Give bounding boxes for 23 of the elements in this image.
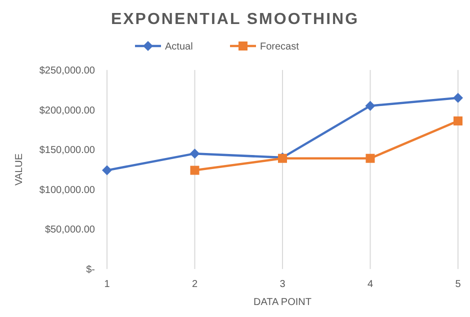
y-tick-label: $150,000.00 bbox=[39, 145, 96, 156]
point bbox=[365, 100, 376, 111]
x-tick-label: 5 bbox=[455, 279, 462, 290]
point bbox=[190, 166, 200, 175]
x-tick-label: 3 bbox=[280, 279, 286, 290]
y-tick-label: $50,000.00 bbox=[44, 224, 96, 236]
chart-title: EXPONENTIAL SMOOTHING bbox=[110, 11, 360, 28]
x-tick-label: 4 bbox=[367, 279, 374, 290]
point bbox=[102, 165, 112, 176]
x-tick-label: 1 bbox=[104, 279, 110, 290]
x-axis-title: DATA POINT bbox=[254, 297, 312, 308]
y-tick-label: $- bbox=[86, 264, 95, 276]
point bbox=[190, 148, 200, 159]
y-axis-title: VALUE bbox=[14, 153, 25, 186]
legend-label: Forecast bbox=[260, 42, 300, 52]
x-tick-label: 2 bbox=[192, 279, 198, 290]
point bbox=[366, 154, 375, 163]
y-tick-label: $100,000.00 bbox=[39, 184, 96, 196]
point bbox=[454, 116, 462, 126]
point bbox=[453, 92, 463, 103]
y-tick-label: $250,000.00 bbox=[39, 66, 96, 76]
y-tick-label: $200,000.00 bbox=[39, 105, 96, 116]
legend-label: Actual bbox=[165, 42, 193, 52]
